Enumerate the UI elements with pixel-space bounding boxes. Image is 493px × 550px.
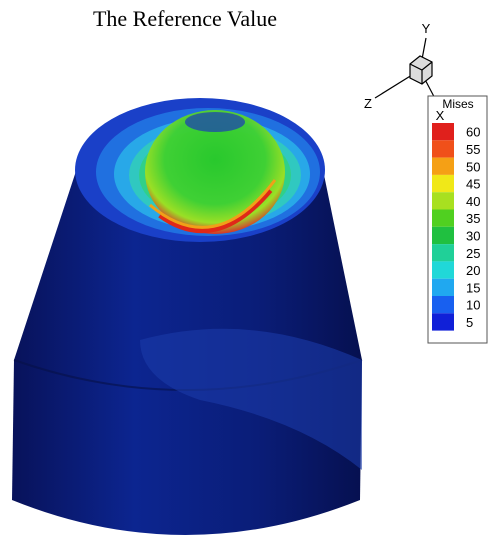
legend-swatch: [432, 157, 454, 175]
legend-swatch: [432, 192, 454, 210]
legend-label: 25: [466, 246, 480, 261]
legend-label: 55: [466, 142, 480, 157]
legend: 60 55 50 45 40 35 30 25 20 15 10 5: [432, 123, 480, 331]
legend-swatch: [432, 174, 454, 193]
legend-swatch: [432, 226, 454, 245]
model: [12, 98, 363, 535]
legend-swatch: [432, 261, 454, 279]
legend-label: 30: [466, 228, 480, 243]
legend-swatch: [432, 123, 454, 141]
axis-label: X: [436, 108, 445, 123]
legend-label: 60: [466, 125, 480, 140]
legend-swatch: [432, 209, 454, 227]
legend-label: 5: [466, 315, 473, 330]
legend-label: 40: [466, 194, 480, 209]
legend-label: 15: [466, 280, 480, 295]
axis-label: Y: [422, 21, 431, 36]
legend-swatch: [432, 278, 454, 296]
legend-swatch: [432, 313, 454, 331]
axis-label: Z: [364, 96, 372, 111]
legend-swatch: [432, 296, 454, 314]
legend-label: 45: [466, 177, 480, 192]
legend-label: 35: [466, 211, 480, 226]
title: The Reference Value: [93, 6, 277, 31]
legend-title: Mises: [442, 97, 473, 111]
legend-swatch: [432, 244, 454, 262]
legend-label: 20: [466, 263, 480, 278]
legend-label: 10: [466, 298, 480, 313]
legend-label: 50: [466, 159, 480, 174]
legend-swatch: [432, 140, 454, 158]
